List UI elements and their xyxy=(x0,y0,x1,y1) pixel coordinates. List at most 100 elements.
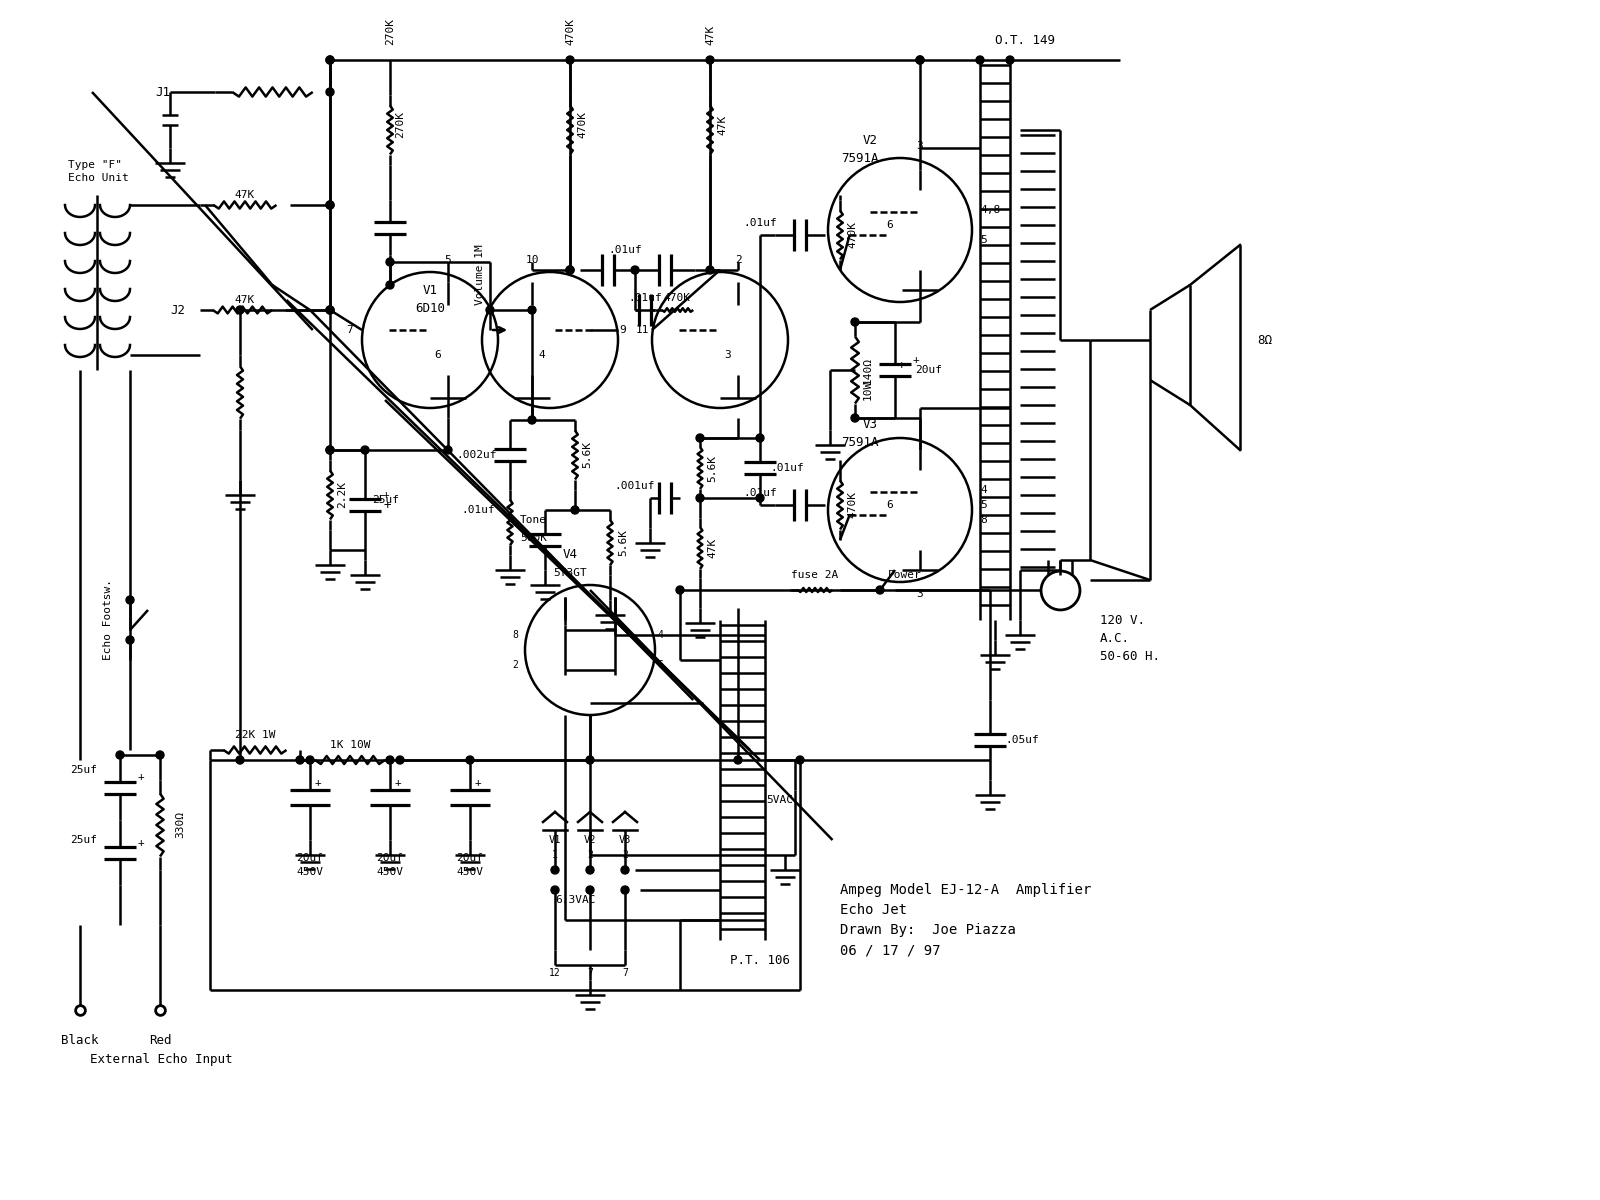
Text: 3: 3 xyxy=(725,350,731,360)
Text: A.C.: A.C. xyxy=(1101,631,1130,644)
Circle shape xyxy=(877,586,883,594)
Circle shape xyxy=(696,434,704,442)
Text: .01uf: .01uf xyxy=(629,293,662,302)
Text: +: + xyxy=(138,838,144,847)
Text: V1: V1 xyxy=(422,283,437,296)
Text: 10W: 10W xyxy=(862,380,874,400)
Circle shape xyxy=(115,751,125,758)
Text: External Echo Input: External Echo Input xyxy=(90,1054,232,1067)
Text: 4: 4 xyxy=(539,350,546,360)
Text: 8: 8 xyxy=(979,515,987,526)
Text: 6.3VAC: 6.3VAC xyxy=(555,895,595,905)
Circle shape xyxy=(386,756,394,764)
Circle shape xyxy=(621,866,629,874)
Text: 9: 9 xyxy=(619,325,626,335)
Circle shape xyxy=(386,258,394,266)
Text: 1K 10W: 1K 10W xyxy=(330,740,370,750)
Text: 6: 6 xyxy=(435,350,442,360)
Text: 3: 3 xyxy=(917,140,923,151)
Circle shape xyxy=(466,756,474,764)
Text: 500K: 500K xyxy=(520,533,547,542)
Text: J2: J2 xyxy=(170,304,186,317)
Text: 7: 7 xyxy=(347,325,354,335)
Text: 5: 5 xyxy=(445,254,451,265)
Text: 22K 1W: 22K 1W xyxy=(235,730,275,740)
Circle shape xyxy=(566,56,574,64)
Circle shape xyxy=(126,596,134,604)
Text: Volume 1M: Volume 1M xyxy=(475,245,485,305)
Text: 470K: 470K xyxy=(565,18,574,44)
Circle shape xyxy=(326,200,334,209)
Text: +: + xyxy=(382,498,390,511)
Text: 4: 4 xyxy=(658,630,662,640)
Text: +: + xyxy=(138,773,144,782)
Circle shape xyxy=(621,886,629,894)
Circle shape xyxy=(362,446,370,454)
Circle shape xyxy=(528,306,536,314)
Circle shape xyxy=(326,306,334,314)
Text: 06 / 17 / 97: 06 / 17 / 97 xyxy=(840,943,941,958)
Text: +: + xyxy=(898,359,904,372)
Text: 47K: 47K xyxy=(707,538,717,558)
Text: Black: Black xyxy=(61,1033,99,1046)
Text: 2: 2 xyxy=(587,850,594,860)
Text: P.T. 106: P.T. 106 xyxy=(730,954,790,966)
Text: 7: 7 xyxy=(587,968,594,978)
Text: +: + xyxy=(382,490,390,500)
Text: .01uf: .01uf xyxy=(742,218,778,228)
Text: Echo Jet: Echo Jet xyxy=(840,902,907,917)
Circle shape xyxy=(326,446,334,454)
Text: .01uf: .01uf xyxy=(608,245,642,254)
Text: 20uf: 20uf xyxy=(376,853,403,863)
Text: 450V: 450V xyxy=(456,866,483,877)
Circle shape xyxy=(706,56,714,64)
Circle shape xyxy=(757,434,765,442)
Text: 5Y3GT: 5Y3GT xyxy=(554,568,587,578)
Text: 470K: 470K xyxy=(664,293,691,302)
Circle shape xyxy=(851,318,859,326)
Circle shape xyxy=(675,586,685,594)
Text: +: + xyxy=(395,778,402,788)
Text: V4: V4 xyxy=(563,548,578,562)
Text: 3: 3 xyxy=(917,589,923,599)
Text: 6D10: 6D10 xyxy=(414,301,445,314)
Text: Echo Footsw.: Echo Footsw. xyxy=(102,580,114,660)
Circle shape xyxy=(397,756,403,764)
Circle shape xyxy=(326,446,334,454)
Text: 7591A: 7591A xyxy=(842,151,878,164)
Text: Type "F": Type "F" xyxy=(67,160,122,170)
Text: 270K: 270K xyxy=(386,18,395,44)
Text: Tone: Tone xyxy=(520,515,547,526)
Text: +: + xyxy=(315,778,322,788)
Circle shape xyxy=(445,446,453,454)
Circle shape xyxy=(386,281,394,289)
Text: 5VAC: 5VAC xyxy=(766,794,794,805)
Text: +: + xyxy=(475,778,482,788)
Text: Echo Unit: Echo Unit xyxy=(67,173,128,182)
Text: 20uf: 20uf xyxy=(915,365,942,374)
Circle shape xyxy=(326,200,334,209)
Text: 12: 12 xyxy=(549,968,562,978)
Text: .002uf: .002uf xyxy=(456,450,498,460)
Circle shape xyxy=(326,56,334,64)
Circle shape xyxy=(326,306,334,314)
Circle shape xyxy=(296,756,304,764)
Text: 2.2K: 2.2K xyxy=(338,481,347,509)
Text: 47K: 47K xyxy=(235,190,254,200)
Text: V3: V3 xyxy=(862,419,877,432)
Text: .05uf: .05uf xyxy=(1005,734,1038,745)
Text: V3: V3 xyxy=(619,835,632,845)
Text: 25uf: 25uf xyxy=(70,835,98,845)
Circle shape xyxy=(851,414,859,422)
Text: 8Ω: 8Ω xyxy=(1258,334,1272,347)
Circle shape xyxy=(586,886,594,894)
Circle shape xyxy=(586,866,594,874)
Text: O.T. 149: O.T. 149 xyxy=(995,34,1054,47)
Circle shape xyxy=(915,56,925,64)
Text: 5.6K: 5.6K xyxy=(618,528,627,556)
Text: 1: 1 xyxy=(552,850,558,860)
Circle shape xyxy=(237,756,243,764)
Circle shape xyxy=(237,306,243,314)
Circle shape xyxy=(915,56,925,64)
Text: 470K: 470K xyxy=(846,222,858,248)
